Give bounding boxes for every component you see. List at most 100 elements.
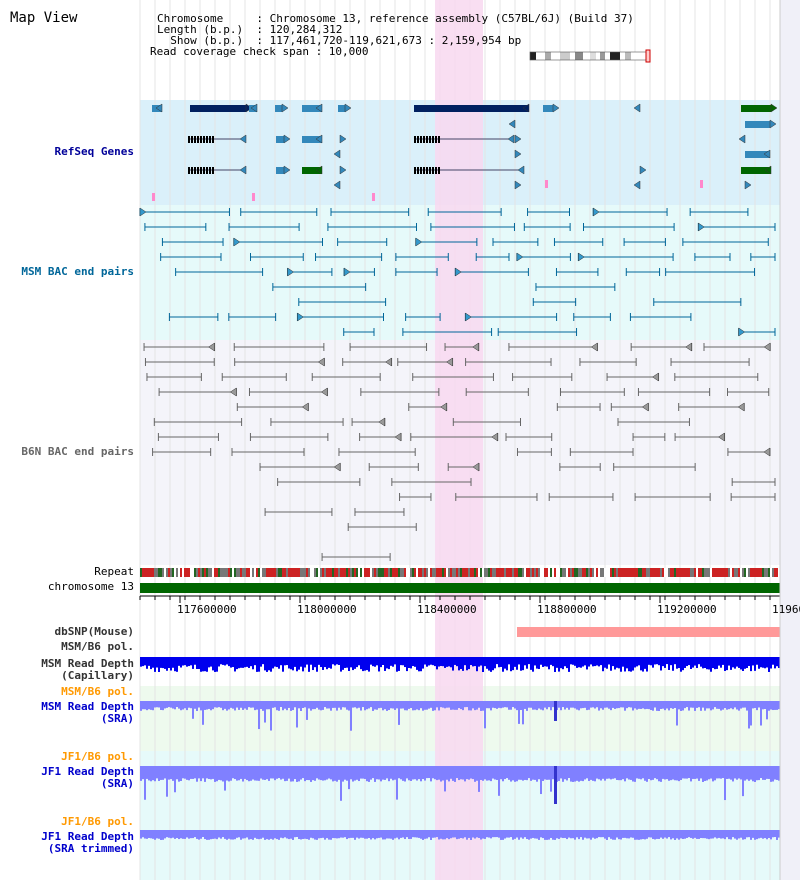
track-label-jf1-depth-trimmed[interactable]: JF1 Read Depth (SRA trimmed) [41,830,134,855]
track-label-b6n-bac[interactable]: B6N BAC end pairs [21,445,134,458]
repeat-segment [484,568,486,577]
msm-depth-capillary-bars [262,657,264,665]
jf1-depth-trimmed-bars [612,830,614,840]
jf1-depth-trimmed-bars [404,830,406,840]
jf1-depth-trimmed-bars [334,830,336,839]
jf1-depth-sra-bars [226,766,228,781]
jf1-depth-trimmed-bars [604,830,606,839]
jf1-depth-trimmed-bars [238,830,240,838]
msm-depth-sra-bars [258,701,260,730]
jf1-depth-sra-bars [510,766,512,782]
jf1-depth-sra-bars [354,766,356,781]
jf1-depth-sra-bars [396,766,398,800]
msm-depth-capillary-bars [146,657,148,669]
jf1-depth-trimmed-bars [506,830,508,838]
msm-bac-arrow [592,207,600,217]
jf1-depth-trimmed-bars [228,830,230,839]
track-label-jf1-depth-sra[interactable]: JF1 Read Depth (SRA) [41,765,134,790]
jf1-depth-sra-bars [230,766,232,781]
jf1-depth-sra-bars [610,766,612,780]
repeat-segment [750,568,752,577]
msm-depth-sra-bars [552,701,554,708]
repeat-segment [716,568,718,577]
repeat-segment [294,568,296,577]
jf1-depth-sra-bars [280,766,282,780]
jf1-depth-sra-bars [418,766,420,780]
track-label-jf1-b6-pol[interactable]: JF1/B6 pol. [61,750,134,763]
jf1-depth-sra-bars [234,766,236,780]
msm-depth-sra-bars [482,701,484,711]
msm-depth-sra-bars [362,701,364,708]
jf1-depth-trimmed-bars [758,830,760,839]
msm-depth-capillary-bars [640,657,642,671]
jf1-depth-trimmed-bars [232,830,234,840]
track-label-dbsnp[interactable]: dbSNP(Mouse) [54,625,134,638]
track-label-jf1-b6-pol-2[interactable]: JF1/B6 pol. [61,815,134,828]
track-label-msm-depth-capillary[interactable]: MSM Read Depth (Capillary) [41,657,134,682]
jf1-depth-trimmed-bars [610,830,612,839]
jf1-depth-sra-bars [370,766,372,780]
jf1-depth-trimmed-bars [696,830,698,839]
repeat-segment [282,568,284,577]
jf1-depth-trimmed-bars [594,830,596,839]
jf1-depth-sra-bars [714,766,716,781]
jf1-depth-sra-bars [668,766,670,781]
jf1-depth-sra-bars [420,766,422,782]
msm-depth-sra-bars [770,701,772,710]
jf1-depth-sra-bars [504,766,506,780]
jf1-depth-sra-bars [722,766,724,779]
msm-depth-capillary-bars [772,657,774,665]
gene-arrow [552,103,560,113]
jf1-depth-sra-bars [778,766,780,781]
repeat-segment [168,568,170,577]
track-label-msm-b6-pol[interactable]: MSM/B6 pol. [61,640,134,653]
b6n-bac-arrow [590,342,598,352]
repeat-segment [668,568,670,577]
jf1-depth-sra-bars [442,766,444,781]
repeat-segment [314,568,316,577]
repeat-segment [156,568,158,577]
jf1-depth-sra-bars [476,766,478,781]
track-label-msm-b6-pol-2[interactable]: MSM/B6 pol. [61,685,134,698]
track-label-refseq-genes[interactable]: RefSeq Genes [54,145,134,158]
repeat-segment [610,568,612,577]
jf1-depth-trimmed-bars [532,830,534,838]
msm-depth-capillary-bars [488,657,490,671]
jf1-depth-sra-bars [452,766,454,781]
jf1-depth-sra-bars [676,766,678,781]
msm-depth-capillary-bars [642,657,644,672]
msm-depth-sra-bars [194,701,196,709]
repeat-segment [326,568,328,577]
repeat-segment [320,568,322,577]
repeat-segment [630,568,632,577]
msm-depth-sra-bars [140,701,142,711]
jf1-depth-trimmed-bars [430,830,432,840]
msm-depth-capillary-bars [154,657,156,672]
msm-depth-sra-bars [250,701,252,708]
jf1-depth-sra-bars [272,766,274,779]
repeat-segment [430,568,432,577]
jf1-depth-trimmed-bars [618,830,620,840]
msm-depth-capillary-bars [754,657,756,671]
msm-depth-sra-bars [584,701,586,708]
jf1-depth-sra-bars [728,766,730,779]
jf1-depth-sra-bars [508,766,510,780]
msm-depth-capillary-bars [660,657,662,671]
msm-depth-sra-bars [642,701,644,709]
msm-depth-sra-bars [712,701,714,710]
jf1-depth-sra-bars [552,766,554,780]
msm-depth-capillary-bars [418,657,420,672]
jf1-depth-trimmed-bars [208,830,210,840]
repeat-segment [424,568,426,577]
repeat-segment [472,568,474,577]
msm-depth-sra-bars [302,701,304,708]
track-label-msm-bac[interactable]: MSM BAC end pairs [21,265,134,278]
jf1-depth-sra-bars [238,766,240,781]
jf1-depth-trimmed-bars [488,830,490,838]
track-label-msm-depth-sra[interactable]: MSM Read Depth (SRA) [41,700,134,725]
jf1-depth-trimmed-bars [278,830,280,840]
msm-depth-sra-bars [142,701,144,710]
msm-depth-sra-bars [740,701,742,709]
msm-depth-sra-bars [392,701,394,709]
